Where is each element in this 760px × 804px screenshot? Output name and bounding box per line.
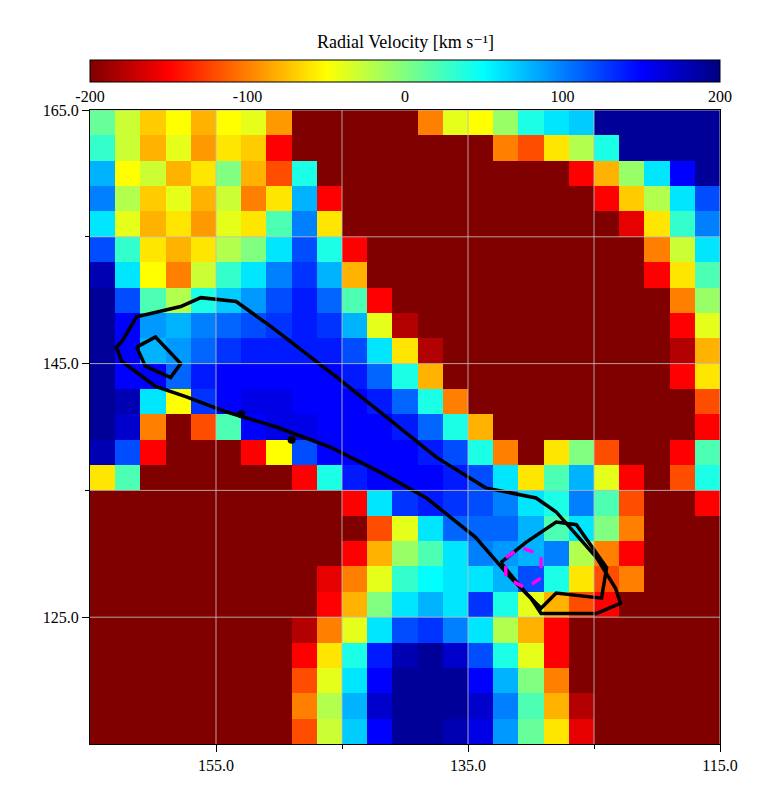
svg-text:165.0: 165.0 — [43, 102, 79, 119]
svg-text:125.0: 125.0 — [43, 609, 79, 626]
svg-text:145.0: 145.0 — [43, 355, 79, 372]
svg-text:155.0: 155.0 — [198, 757, 234, 774]
svg-text:115.0: 115.0 — [702, 757, 737, 774]
svg-text:-200: -200 — [75, 88, 104, 105]
svg-text:0: 0 — [401, 88, 409, 105]
svg-text:Radial Velocity [km s⁻¹]: Radial Velocity [km s⁻¹] — [317, 32, 494, 52]
svg-text:-100: -100 — [233, 88, 262, 105]
svg-text:100: 100 — [551, 88, 575, 105]
svg-text:135.0: 135.0 — [450, 757, 486, 774]
svg-text:200: 200 — [708, 88, 732, 105]
